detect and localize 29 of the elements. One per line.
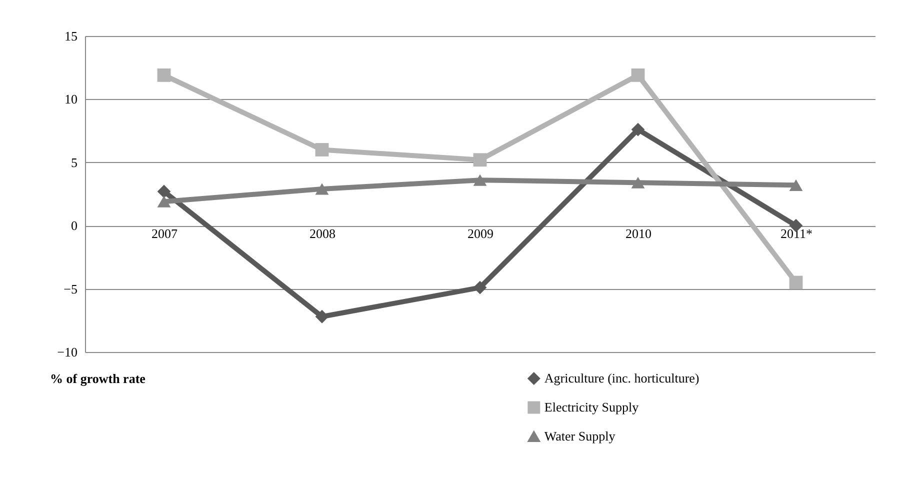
point [157,196,171,208]
x-tick-label: 2011* [780,226,813,242]
y-tick-label: 10 [64,92,78,107]
x-tick-label: 2008 [310,226,336,242]
point [631,68,645,82]
legend-label: Agriculture (inc. horticulture) [544,370,700,386]
legend-label: Electricity Supply [544,400,640,414]
point [473,153,487,167]
point [315,143,329,156]
point [473,280,487,294]
y-tick-label: 5 [71,154,78,170]
y-tick-label: 0 [71,218,78,234]
point [157,68,171,82]
y-tick-label: −10 [57,344,78,360]
point [631,176,645,188]
point [157,184,171,198]
point [315,310,329,324]
point [473,174,487,186]
point [631,122,645,136]
point [789,276,803,290]
y-axis-title: % of growth rate [50,371,146,386]
x-tick-label: 2010 [626,226,652,242]
legend-label: Water Supply [544,428,616,444]
point [789,179,803,191]
x-tick-label: 2007 [152,226,178,242]
point [315,183,329,195]
y-tick-label: 15 [64,28,78,44]
y-tick-label: −5 [64,281,78,296]
x-tick-label: 2009 [468,226,494,242]
